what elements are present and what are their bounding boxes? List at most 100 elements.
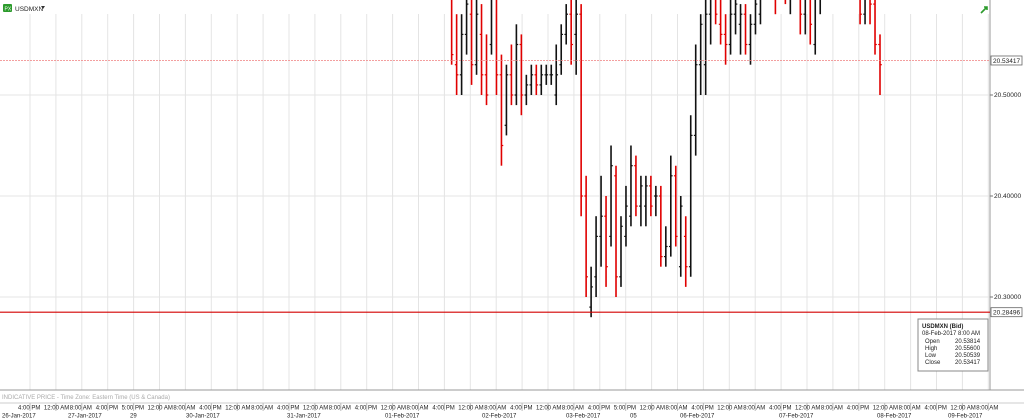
date-label: 02-Feb-2017 xyxy=(482,414,517,419)
ohlc-bar xyxy=(534,64,539,95)
time-tick-label: 4:00 PM xyxy=(18,406,40,412)
time-tick-label: 12:00 AM xyxy=(640,406,665,412)
chart-logo-icon xyxy=(3,4,12,12)
time-tick-label: 4:00 PM xyxy=(96,406,118,412)
time-axis: INDICATIVE PRICE - Time Zone: Eastern Ti… xyxy=(0,389,1024,419)
ohlc-bar xyxy=(728,0,733,55)
price-bars xyxy=(450,0,882,318)
ohlc-bar xyxy=(718,0,723,45)
legend-row-value: 20.53814 xyxy=(955,339,981,345)
ohlc-bar xyxy=(809,0,813,45)
ohlc-bar xyxy=(803,0,807,35)
time-tick-label: 4:00 PM xyxy=(355,406,377,412)
time-tick-label: 8:00 AM xyxy=(562,406,584,412)
time-tick-label: 12:00 AM xyxy=(458,406,483,412)
ohlc-bar xyxy=(819,0,822,15)
ohlc-bar xyxy=(644,175,648,227)
ohlc-bar xyxy=(629,145,633,227)
time-tick-label: 8:00 AM xyxy=(70,406,92,412)
ohlc-bar xyxy=(614,165,618,297)
date-label: 03-Feb-2017 xyxy=(566,414,601,419)
time-tick-label: 4:00 PM xyxy=(432,406,454,412)
date-label: 09-Feb-2017 xyxy=(948,414,983,419)
time-tick-label: 12:00 AM xyxy=(381,406,406,412)
legend-row-value: 20.55600 xyxy=(955,346,981,352)
ohlc-bar xyxy=(504,64,509,136)
legend-box xyxy=(917,318,989,372)
legend-title: USDMXN (Bid) xyxy=(922,324,963,330)
ohlc-bar xyxy=(703,0,708,95)
ohlc-bar xyxy=(813,0,817,55)
ohlc-bar xyxy=(524,74,529,106)
time-tick-label: 4:00 PM xyxy=(277,406,299,412)
ohlc-bar xyxy=(495,0,499,95)
ohlc-bar xyxy=(609,145,613,247)
ohlc-bar xyxy=(753,0,758,35)
y-tick-label: 20.30000 xyxy=(994,294,1021,301)
indicative-price-note: INDICATIVE PRICE - Time Zone: Eastern Ti… xyxy=(2,395,170,401)
ohlc-bar xyxy=(669,155,673,257)
time-tick-label: 8:00 AM xyxy=(251,406,273,412)
date-label: 08-Feb-2017 xyxy=(877,414,912,419)
ohlc-bar xyxy=(863,0,866,25)
ohlc-bar xyxy=(489,0,493,55)
ohlc-bar xyxy=(799,0,803,35)
ohlc-bar xyxy=(859,0,862,25)
date-label: 27-Jan-2017 xyxy=(68,414,102,419)
date-label: 07-Feb-2017 xyxy=(779,414,814,419)
dropdown-arrow-icon[interactable] xyxy=(41,6,45,9)
level-label-box xyxy=(990,55,1023,66)
time-tick-label: 12:00 AM xyxy=(225,406,250,412)
green-arrow-icon[interactable] xyxy=(980,6,988,14)
ohlc-bar xyxy=(649,175,653,217)
time-tick-label: 8:00 AM xyxy=(821,406,843,412)
ohlc-bar xyxy=(693,44,698,156)
ohlc-bar xyxy=(474,0,479,75)
ohlc-bar xyxy=(873,0,877,55)
ohlc-bar xyxy=(659,185,663,267)
time-tick-label: 12:00 AM xyxy=(303,406,328,412)
ohlc-bar xyxy=(519,34,524,116)
ohlc-bar xyxy=(678,196,683,277)
time-tick-label: 4:00 PM xyxy=(510,406,532,412)
ohlc-bar xyxy=(743,4,748,55)
ohlc-bar xyxy=(758,0,762,25)
date-label: 05 xyxy=(630,414,637,419)
ohlc-bar xyxy=(714,0,718,25)
time-tick-label: 4:00 PM xyxy=(199,406,221,412)
time-tick-label: 12:00 AM xyxy=(717,406,742,412)
time-tick-label: 8:00 AM xyxy=(666,406,688,412)
ohlc-bar xyxy=(544,64,549,85)
y-tick-label: 20.50000 xyxy=(994,92,1021,99)
time-tick-label: 4:00 PM xyxy=(588,406,610,412)
ohlc-bar xyxy=(599,175,603,267)
time-tick-label: 8:00 AM xyxy=(407,406,429,412)
ohlc-bar xyxy=(514,24,519,106)
symbol-label[interactable]: USDMXN xyxy=(15,6,43,13)
ohlc-bar xyxy=(664,226,668,267)
legend-datetime: 08-Feb-2017 8:00 AM xyxy=(922,331,980,337)
legend-row-value: 20.53417 xyxy=(955,360,981,366)
time-tick-label: 4:00 PM xyxy=(691,406,713,412)
ohlc-bar xyxy=(748,14,753,65)
ohlc-bar xyxy=(683,216,688,287)
grid xyxy=(0,14,990,390)
ohlc-bar xyxy=(529,64,534,95)
ohlc-bar xyxy=(574,0,578,75)
ohlc-bar xyxy=(454,14,459,95)
ohlc-bar xyxy=(479,4,484,95)
date-label: 01-Feb-2017 xyxy=(385,414,420,419)
time-tick-label: 12:00 AM xyxy=(44,406,69,412)
ohlc-bar xyxy=(624,185,628,247)
price-axis: 20.3000020.4000020.5000020.6000020.70000… xyxy=(989,0,1021,390)
y-tick-label: 20.40000 xyxy=(994,193,1021,200)
ohlc-bar xyxy=(784,0,787,5)
ohlc-bar xyxy=(634,155,638,217)
ohlc-bar xyxy=(723,14,728,65)
time-tick-label: 5:00 PM xyxy=(614,406,636,412)
ohlc-bar xyxy=(559,24,564,75)
ohlc-bar xyxy=(869,0,872,25)
time-tick-label: 8:00 AM xyxy=(743,406,765,412)
ohlc-bar xyxy=(459,14,464,95)
